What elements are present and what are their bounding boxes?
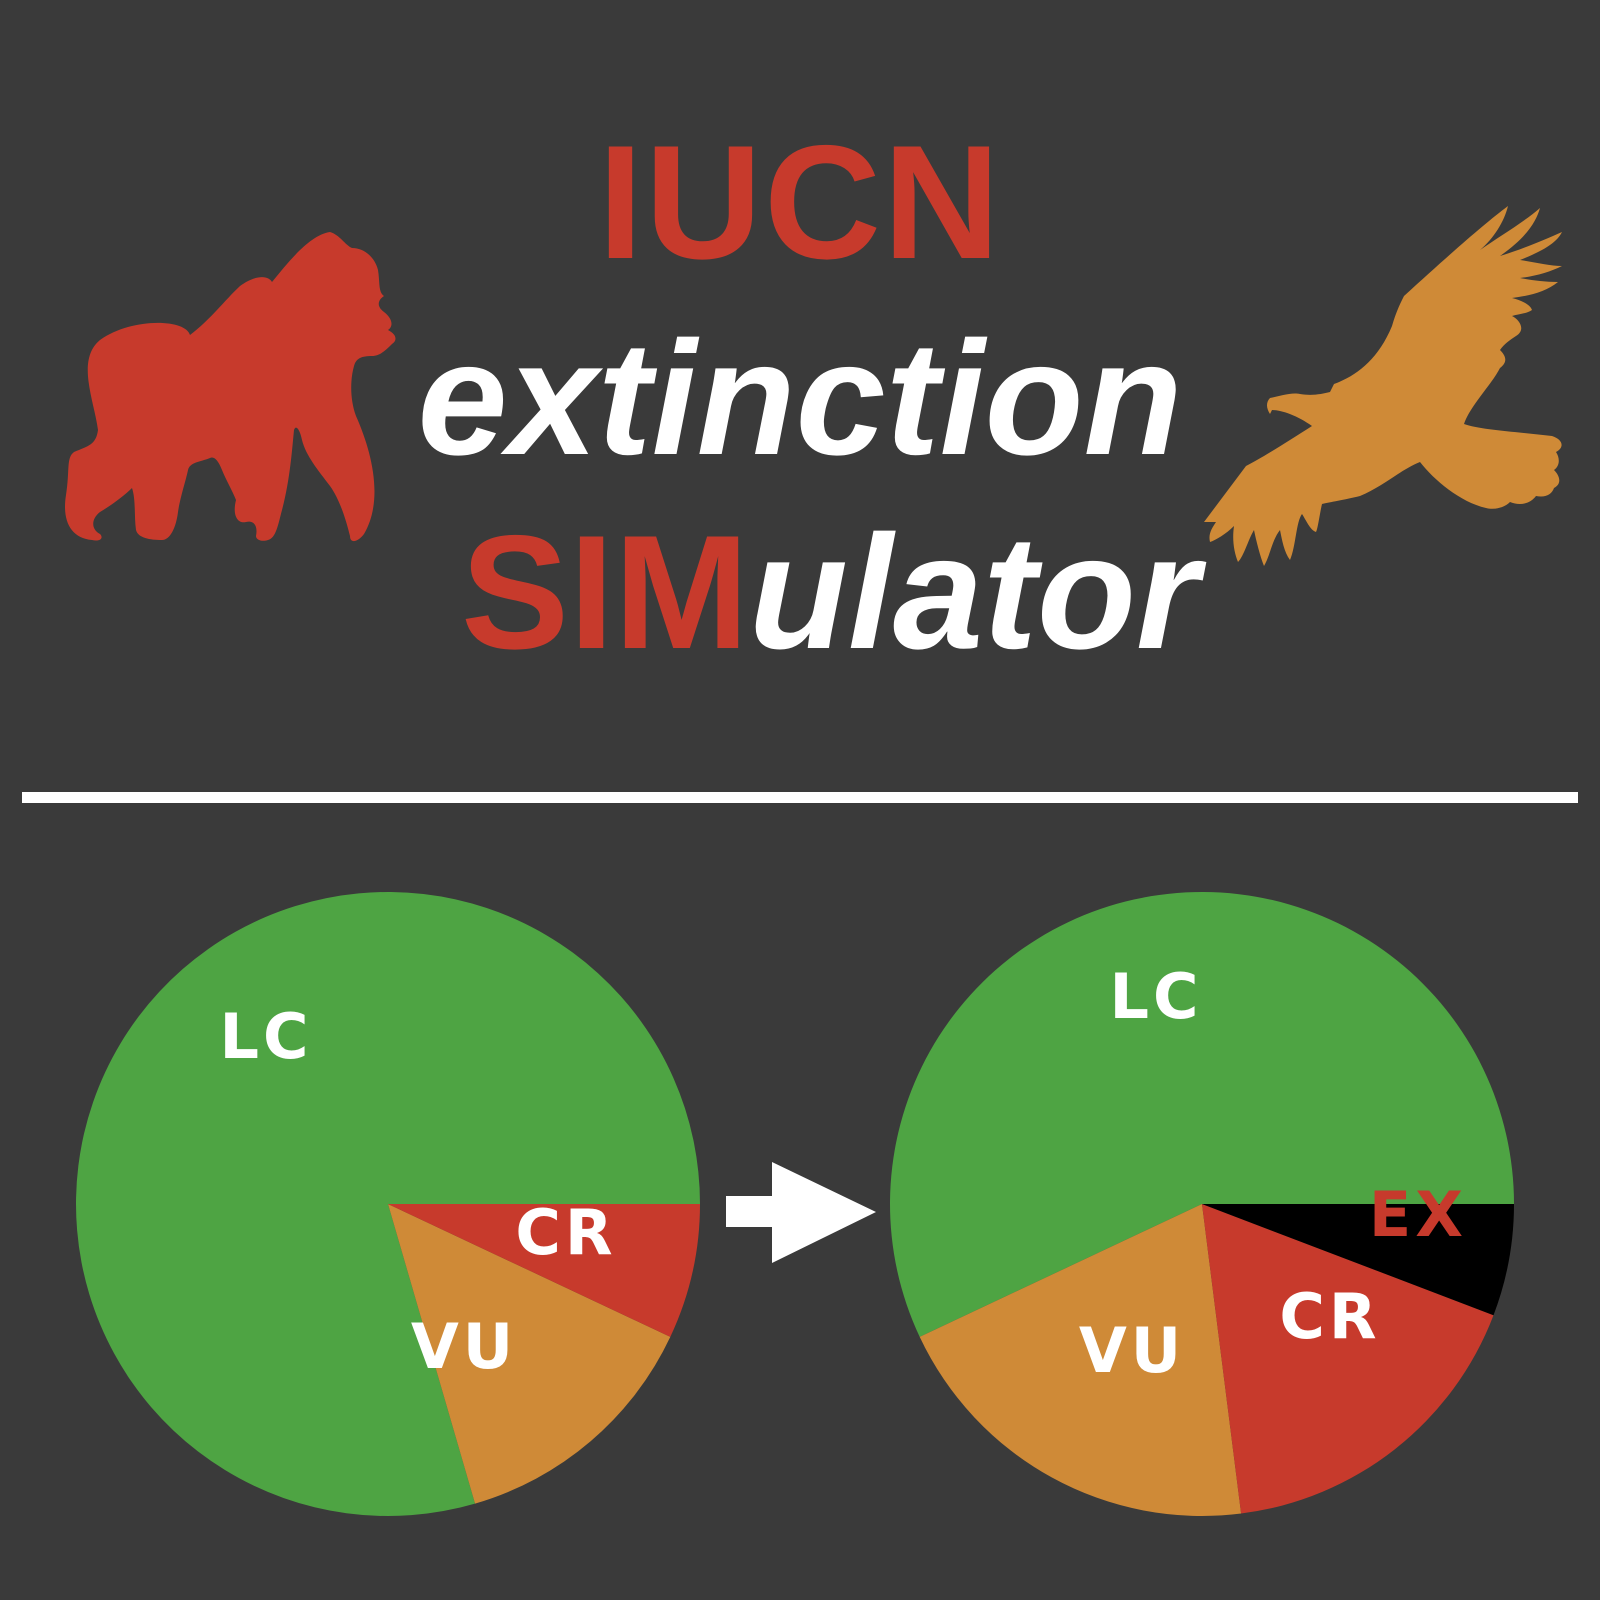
pie-slice-lc — [890, 892, 1514, 1337]
divider — [22, 792, 1578, 803]
pie-label-vu: VU — [1079, 1314, 1185, 1387]
pie-slice-vu — [919, 1204, 1242, 1516]
pie-label-lc: LC — [219, 1000, 312, 1073]
title-ulator: ulator — [749, 502, 1200, 683]
pie-label-ex: EX — [1369, 1178, 1467, 1251]
pie-label-cr: CR — [515, 1196, 616, 1269]
pie-label-lc: LC — [1109, 960, 1202, 1033]
arrow-right-icon — [726, 1162, 876, 1263]
pie-slice-cr — [1202, 1204, 1494, 1514]
pie-label-vu: VU — [411, 1310, 517, 1383]
pie-slice-cr — [388, 1204, 700, 1337]
pie-slice-vu — [388, 1204, 671, 1504]
pie-slice-lc — [76, 891, 700, 1516]
pie-slice-ex — [1202, 1204, 1514, 1316]
pie-label-cr: CR — [1279, 1280, 1380, 1353]
title-iucn: IUCN — [598, 112, 1002, 293]
title-extinction: extinction — [417, 308, 1183, 489]
pie-chart-before: LC VU CR — [76, 891, 700, 1516]
title-simulator: SIMulator — [30, 512, 1600, 674]
pie-chart-after: LC VU CR EX — [890, 892, 1514, 1516]
title-sim: SIM — [460, 502, 749, 683]
